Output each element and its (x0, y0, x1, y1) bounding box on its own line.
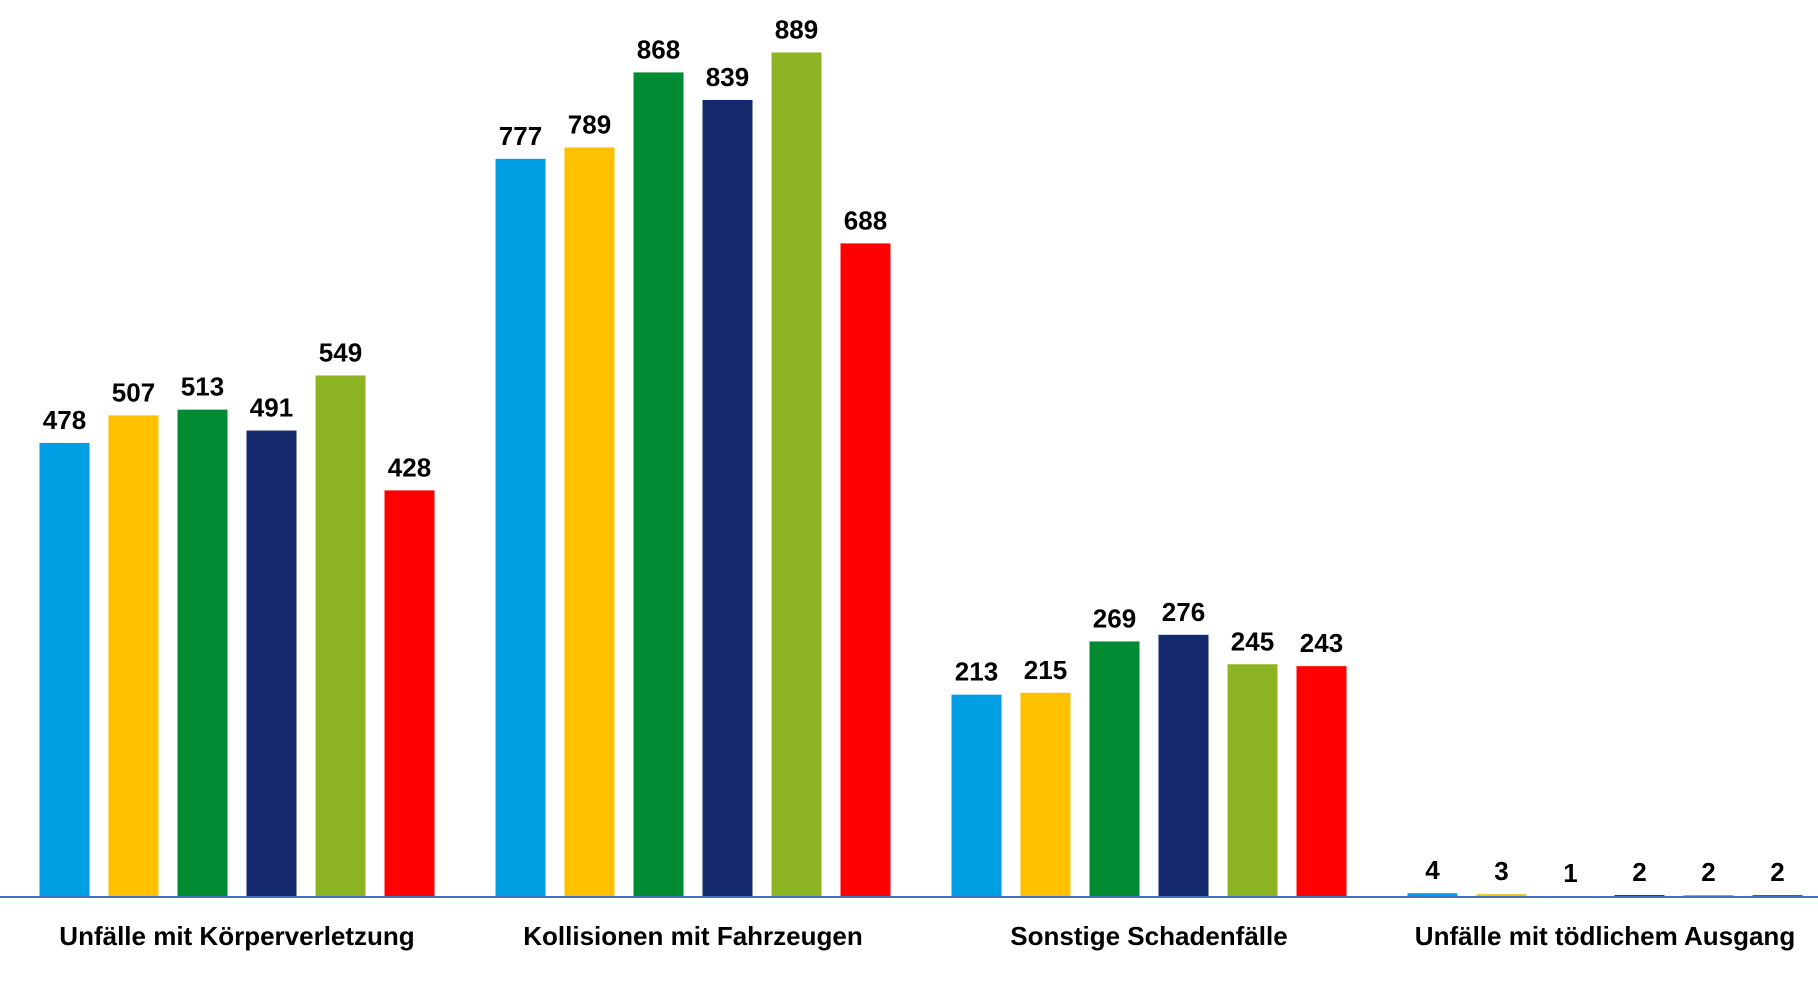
value-label: 2 (1701, 857, 1715, 887)
category-label: Unfälle mit tödlichem Ausgang (1414, 921, 1796, 951)
value-label: 789 (568, 109, 611, 139)
bar (1227, 664, 1278, 897)
bar (315, 375, 366, 897)
value-label: 2 (1632, 857, 1646, 887)
value-label: 215 (1024, 655, 1067, 685)
value-label: 549 (319, 337, 362, 367)
bar (1020, 692, 1071, 897)
value-label: 428 (388, 452, 431, 482)
value-label: 269 (1093, 603, 1136, 633)
value-label: 513 (181, 372, 224, 402)
bar (951, 694, 1002, 897)
value-label: 3 (1494, 856, 1508, 886)
bar (771, 52, 822, 897)
bar (1407, 893, 1458, 897)
value-label: 777 (499, 121, 542, 151)
bar (1296, 666, 1347, 897)
bar (495, 158, 546, 898)
bar (1089, 641, 1140, 897)
value-label: 245 (1231, 626, 1274, 656)
value-label: 2 (1770, 857, 1784, 887)
value-label: 1 (1563, 858, 1577, 888)
value-label: 688 (844, 205, 887, 235)
bar (564, 147, 615, 897)
category-label: Unfälle mit Körperverletzung (59, 921, 415, 951)
value-label: 213 (955, 657, 998, 687)
value-label: 276 (1162, 597, 1205, 627)
bar (246, 430, 297, 897)
value-label: 4 (1425, 855, 1440, 885)
value-label: 889 (775, 14, 818, 44)
bar (384, 490, 435, 897)
bar (840, 243, 891, 897)
category-label: Kollisionen mit Fahrzeugen (523, 921, 863, 951)
bar (177, 409, 228, 897)
bar (108, 415, 159, 897)
bar (633, 72, 684, 897)
value-label: 478 (43, 405, 86, 435)
value-label: 839 (706, 62, 749, 92)
bar (1476, 894, 1527, 897)
value-label: 507 (112, 377, 155, 407)
value-label: 243 (1300, 628, 1343, 658)
category-label: Sonstige Schadenfälle (1010, 921, 1288, 951)
bar (39, 442, 90, 897)
bar (1158, 634, 1209, 897)
value-label: 491 (250, 393, 293, 423)
value-label: 868 (637, 34, 680, 64)
bar (702, 99, 753, 897)
